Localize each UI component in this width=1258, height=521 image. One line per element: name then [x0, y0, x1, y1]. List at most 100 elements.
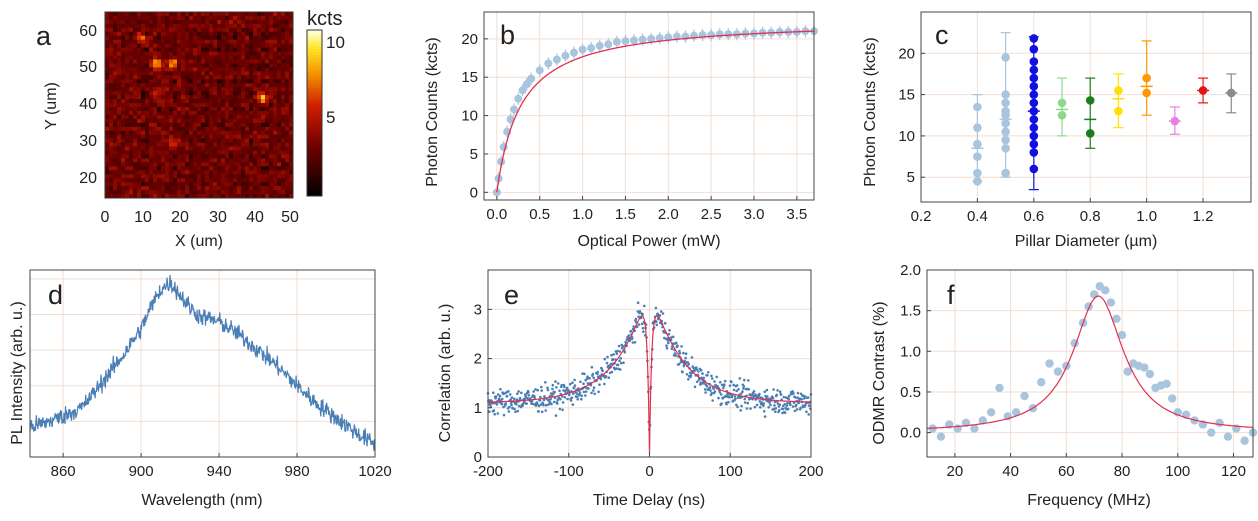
data-point: [592, 389, 595, 392]
heatmap-cell: [197, 186, 202, 191]
heatmap-cell: [133, 174, 138, 179]
y-axis-label: Correlation (arb. u.): [437, 304, 454, 443]
heatmap-cell: [125, 31, 130, 37]
heatmap-cell: [121, 194, 126, 199]
heatmap-cell: [205, 170, 210, 175]
data-point: [671, 335, 675, 339]
heatmap-cell: [121, 15, 126, 21]
heatmap-cell: [285, 186, 290, 191]
heatmap-cell: [213, 106, 218, 112]
heatmap-cell: [153, 154, 158, 159]
heatmap-cell: [173, 182, 178, 187]
heatmap-cell: [105, 35, 110, 41]
heatmap-cell: [113, 75, 118, 80]
heatmap-cell: [117, 110, 122, 116]
heatmap-cell: [269, 174, 274, 179]
heatmap-cell: [273, 186, 278, 191]
heatmap-cell: [109, 67, 114, 72]
x-tick-label: 0.2: [911, 208, 932, 225]
heatmap-cell: [225, 130, 230, 136]
x-tick-label: 0.6: [1023, 208, 1044, 225]
heatmap-cell: [213, 31, 218, 37]
heatmap-cell: [257, 126, 262, 132]
heatmap-cell: [225, 194, 230, 199]
heatmap-cell: [225, 59, 230, 64]
heatmap-cell: [281, 91, 286, 96]
heatmap-cell: [237, 110, 242, 116]
heatmap-cell: [277, 174, 282, 179]
heatmap-cell: [273, 142, 278, 148]
data-point: [1114, 106, 1123, 116]
heatmap: [105, 12, 294, 199]
heatmap-cell: [225, 63, 230, 68]
heatmap-cell: [241, 174, 246, 179]
data-point: [1037, 378, 1046, 387]
heatmap-cell: [265, 79, 270, 84]
colorbar-segment: [307, 68, 322, 72]
heatmap-cell: [149, 51, 154, 57]
heatmap-cell: [277, 110, 282, 116]
heatmap-cell: [285, 110, 290, 116]
heatmap-cell: [145, 39, 150, 45]
data-point: [605, 361, 609, 365]
heatmap-cell: [181, 182, 186, 187]
heatmap-cell: [129, 15, 134, 21]
data-point: [689, 374, 693, 377]
heatmap-cell: [241, 15, 246, 21]
heatmap-cell: [277, 15, 282, 21]
heatmap-cell: [105, 39, 110, 45]
heatmap-cell: [269, 114, 274, 120]
heatmap-cell: [261, 146, 266, 152]
heatmap-cell: [165, 71, 170, 76]
heatmap-cell: [189, 31, 194, 37]
heatmap-cell: [281, 122, 286, 128]
y-tick-label: 0: [474, 449, 482, 466]
heatmap-cell: [197, 182, 202, 187]
heatmap-cell: [105, 55, 110, 60]
heatmap-cell: [157, 190, 162, 195]
heatmap-cell: [185, 122, 190, 128]
heatmap-cell: [273, 154, 278, 159]
heatmap-cell: [181, 138, 186, 144]
heatmap-cell: [217, 126, 222, 132]
heatmap-cell: [105, 59, 110, 64]
heatmap-cell: [205, 178, 210, 183]
heatmap-cell: [289, 95, 294, 100]
heatmap-cell: [237, 39, 242, 45]
heatmap-cell: [273, 31, 278, 37]
heatmap-cell: [121, 122, 126, 128]
data-point: [680, 345, 683, 348]
data-point: [783, 403, 786, 406]
colorbar-segment: [307, 193, 322, 197]
heatmap-cell: [193, 126, 198, 132]
heatmap-cell: [261, 75, 266, 80]
heatmap-cell: [161, 126, 166, 132]
heatmap-cell: [141, 110, 146, 116]
heatmap-cell: [185, 43, 190, 49]
heatmap-cell: [249, 55, 254, 60]
data-point: [590, 391, 593, 395]
heatmap-cell: [105, 43, 110, 49]
heatmap-cell: [281, 190, 286, 195]
heatmap-cell: [281, 55, 286, 60]
heatmap-cell: [189, 47, 194, 53]
heatmap-cell: [237, 87, 242, 92]
heatmap-cell: [173, 130, 178, 136]
heatmap-cell: [273, 71, 278, 76]
heatmap-cell: [249, 35, 254, 41]
heatmap-cell: [165, 23, 170, 29]
heatmap-cell: [261, 71, 266, 76]
data-point: [690, 356, 694, 359]
heatmap-cell: [197, 79, 202, 84]
heatmap-cell: [225, 79, 230, 84]
heatmap-cell: [165, 87, 170, 92]
heatmap-cell: [245, 15, 250, 21]
heatmap-cell: [161, 12, 166, 17]
data-point: [1114, 86, 1123, 95]
heatmap-cell: [161, 39, 166, 45]
colorbar-segment: [307, 99, 322, 103]
heatmap-cell: [169, 146, 174, 152]
heatmap-cell: [285, 67, 290, 72]
heatmap-cell: [249, 19, 254, 25]
